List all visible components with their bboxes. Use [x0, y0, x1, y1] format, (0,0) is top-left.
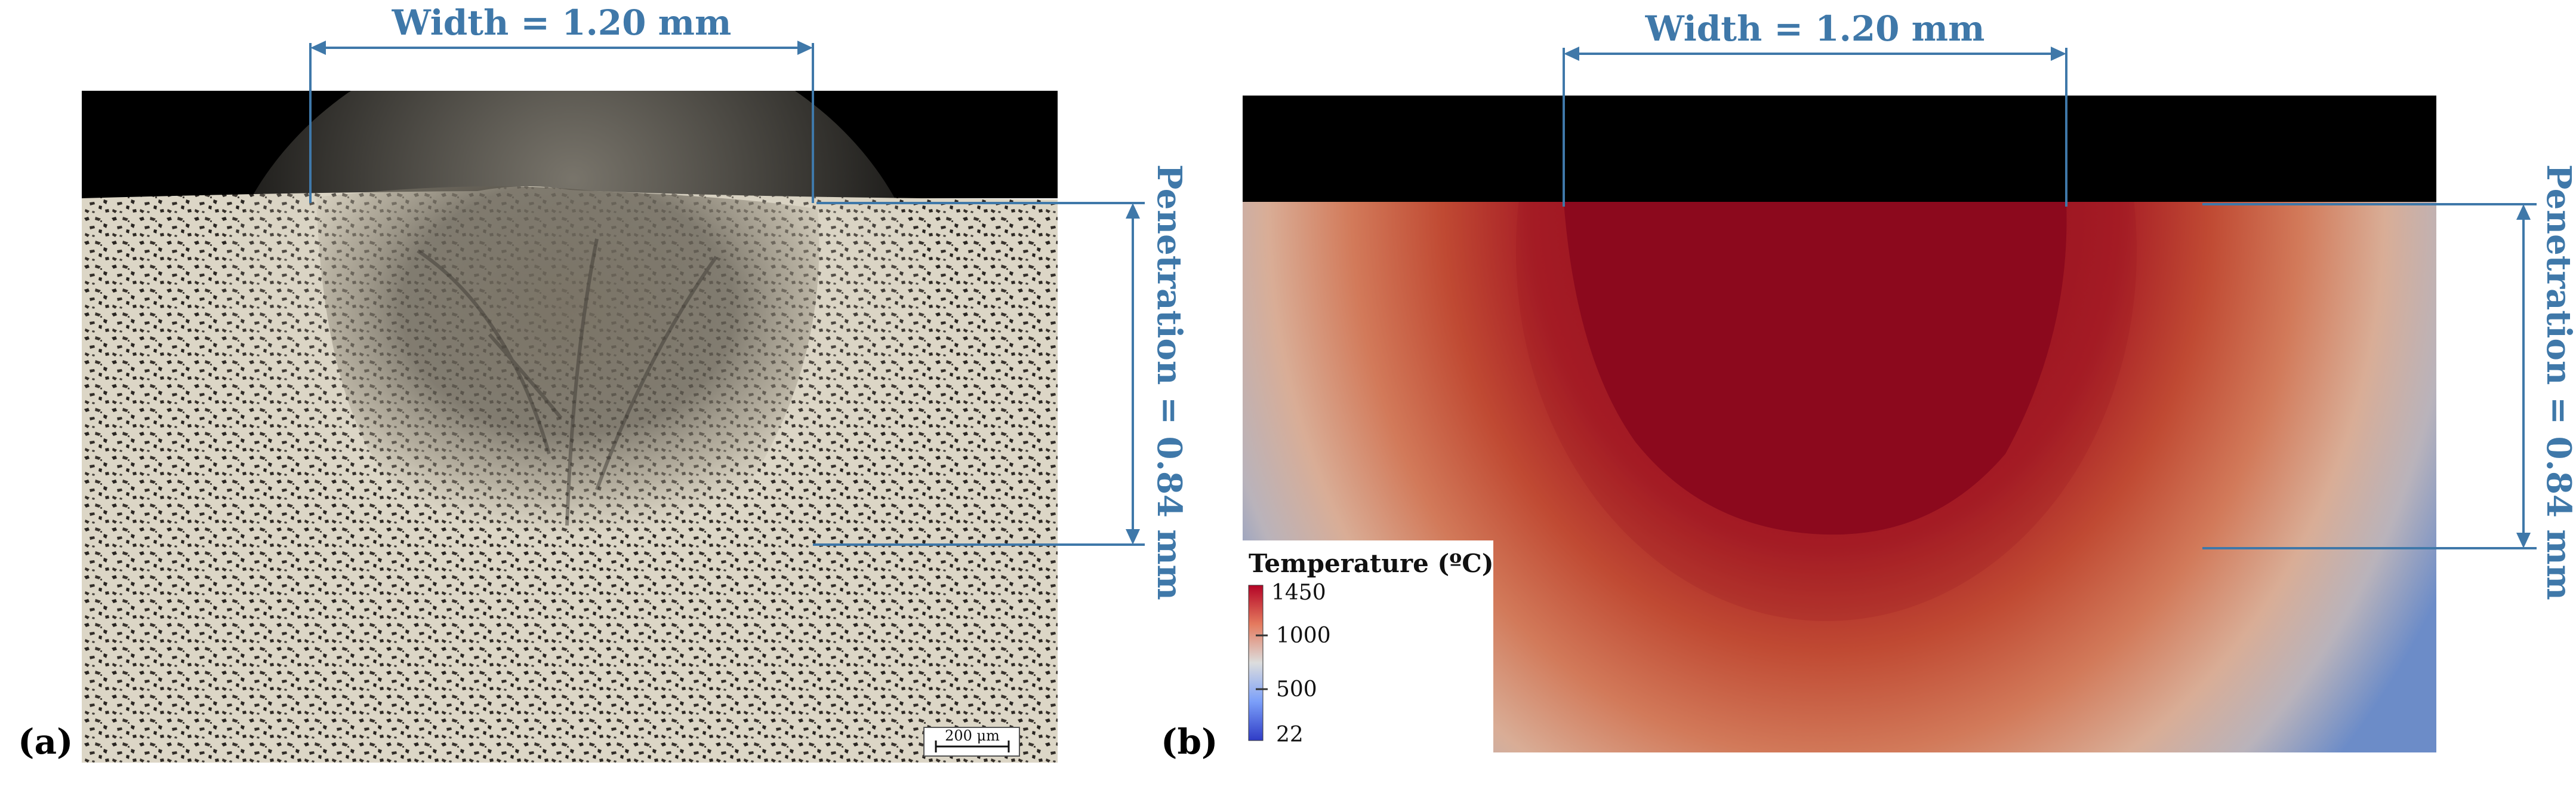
width-label-a: Width = 1.20 mm — [392, 2, 732, 43]
legend-title: Temperature (ºC) — [1249, 549, 1494, 578]
scale-bar-label: 200 μm — [945, 727, 1000, 744]
temperature-legend: Temperature (ºC) 1450 1000 500 22 — [1243, 540, 1494, 752]
legend-tick-1000: 1000 — [1276, 623, 1331, 648]
penetration-dimension-a — [813, 202, 1145, 546]
panel-label-a: (a) — [18, 721, 73, 762]
penetration-label-b: Penetration = 0.84 mm — [2539, 164, 2576, 600]
panel-a: 200 μm Width = 1.20 mm Penetration = 0.8… — [18, 2, 1189, 763]
temperature-field — [1243, 202, 2436, 752]
dendrite-streaks — [417, 238, 718, 526]
scale-bar: 200 μm — [923, 727, 1020, 757]
melt-pool-region — [1564, 202, 2067, 535]
simulation-background-black — [1243, 96, 2436, 203]
panel-label-b: (b) — [1161, 721, 1218, 762]
legend-colorbar — [1248, 585, 1264, 741]
fusion-zone — [316, 186, 819, 568]
width-dimension-a — [309, 41, 814, 203]
width-dimension-b — [1563, 47, 2067, 207]
panel-b: Width = 1.20 mm Penetration = 0.84 mm Te… — [1161, 8, 2576, 762]
legend-tick-1450: 1450 — [1271, 580, 1326, 605]
micrograph-image — [82, 91, 1058, 763]
legend-tick-22: 22 — [1276, 723, 1304, 747]
width-label-b: Width = 1.20 mm — [1645, 8, 1985, 49]
penetration-label-a: Penetration = 0.84 mm — [1150, 164, 1189, 600]
legend-tick-500: 500 — [1276, 677, 1317, 702]
penetration-dimension-b — [2202, 203, 2537, 549]
